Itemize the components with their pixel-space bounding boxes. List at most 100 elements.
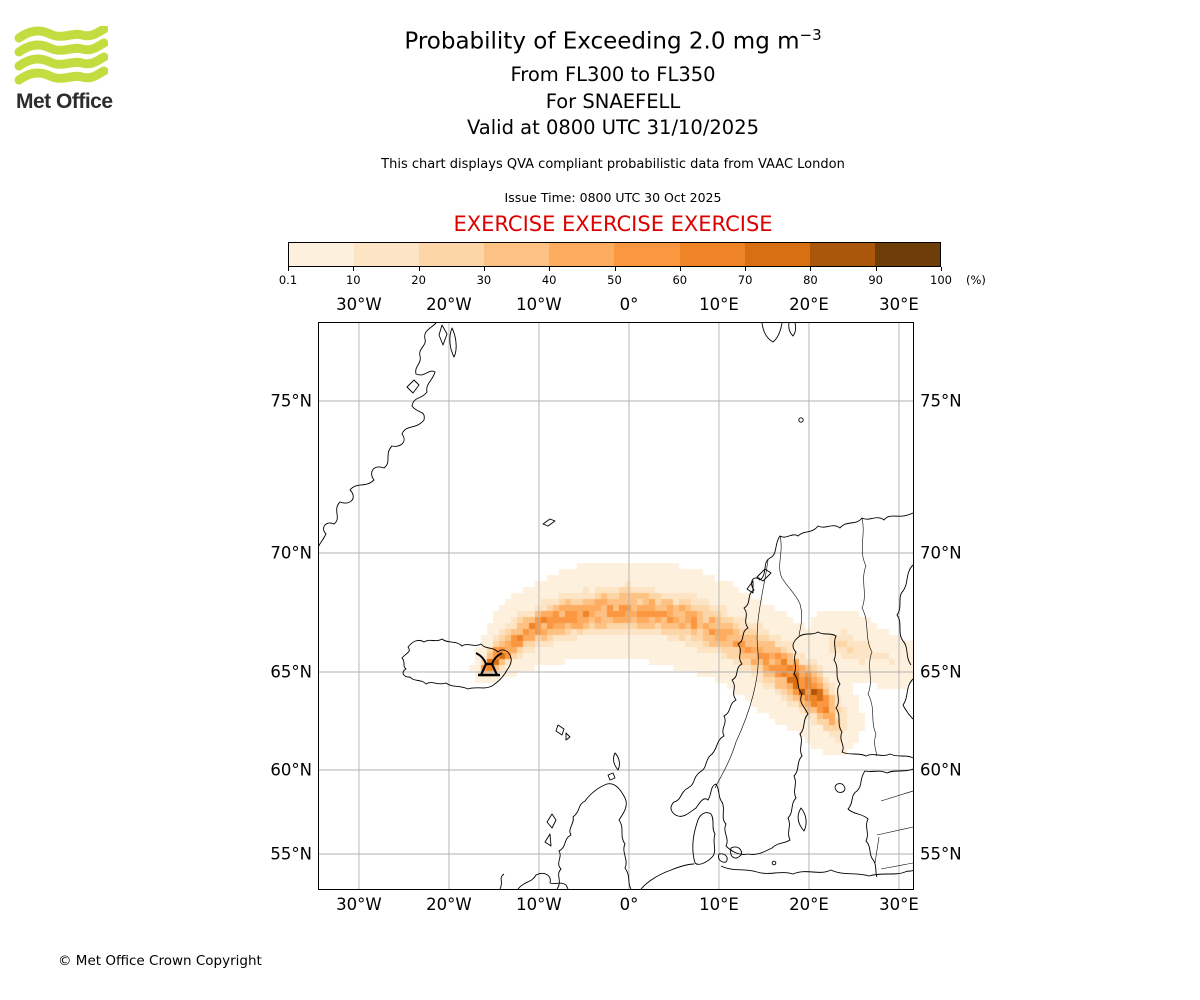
lon-label-bottom: 30°E bbox=[879, 895, 919, 914]
colorbar-segment bbox=[679, 243, 745, 266]
colorbar-segment bbox=[744, 243, 810, 266]
copyright: © Met Office Crown Copyright bbox=[58, 953, 262, 969]
border-baltics bbox=[874, 790, 913, 870]
colorbar-segment bbox=[289, 243, 355, 266]
colorbar-tick-label: 100 bbox=[930, 273, 952, 287]
lon-label-bottom: 20°W bbox=[426, 895, 472, 914]
colorbar-segment bbox=[484, 243, 550, 266]
colorbar-gradient bbox=[288, 242, 941, 267]
coast-north-sea bbox=[640, 863, 695, 889]
ash-probability-heatmap bbox=[319, 323, 913, 889]
colorbar-tick bbox=[745, 267, 747, 271]
lat-label-right: 70°N bbox=[920, 543, 962, 563]
colorbar-tick bbox=[418, 267, 420, 271]
coast-greenland-islands bbox=[406, 324, 457, 394]
colorbar-tick bbox=[614, 267, 616, 271]
met-office-logo: Met Office bbox=[14, 12, 124, 117]
colorbar-unit: (%) bbox=[966, 273, 986, 287]
coast-white-sea bbox=[896, 564, 913, 720]
map: 30°W 30°W 20°W 20°W 10°W 10°W 0° 0° 10°E 10°E 20°E… bbox=[270, 295, 961, 914]
coast-saaremaa bbox=[834, 783, 846, 793]
colorbar-tick bbox=[810, 267, 812, 271]
colorbar-tick-label: 80 bbox=[803, 273, 818, 287]
lon-label-top: 20°E bbox=[789, 295, 829, 314]
colorbar: 0.1 10 20 30 40 50 60 70 80 90 100 (%) bbox=[279, 242, 986, 287]
colorbar-tick bbox=[549, 267, 551, 271]
volcano-marker bbox=[475, 652, 503, 677]
border-finland-russia bbox=[861, 517, 877, 757]
lon-label-top: 0° bbox=[619, 295, 639, 314]
chart-title-text: Probability of Exceeding 2.0 mg m bbox=[404, 28, 800, 55]
colorbar-tick-label: 60 bbox=[672, 273, 688, 287]
coast-scandinavia bbox=[670, 512, 913, 855]
colorbar-tick bbox=[941, 267, 942, 271]
colorbar-tick bbox=[483, 267, 485, 271]
colorbar-tick-label: 20 bbox=[411, 273, 426, 287]
colorbar-segment bbox=[419, 243, 485, 266]
colorbar-tick-label: 50 bbox=[607, 273, 622, 287]
colorbar-tick-label: 0.1 bbox=[278, 273, 298, 287]
coast-jan-mayen bbox=[542, 518, 556, 527]
lat-label-right: 65°N bbox=[920, 662, 962, 682]
lon-label-top: 30°E bbox=[879, 295, 919, 314]
coast-hebrides bbox=[544, 813, 557, 847]
subtitle-volcano: For SNAEFELL bbox=[545, 89, 681, 113]
colorbar-tick bbox=[353, 267, 355, 271]
colorbar-segment bbox=[874, 243, 940, 266]
border-finland-west bbox=[779, 535, 803, 637]
coast-denmark bbox=[692, 812, 716, 865]
coast-greenland bbox=[319, 323, 437, 547]
graticule bbox=[319, 323, 913, 889]
colorbar-tick bbox=[679, 267, 681, 271]
lat-label-left: 70°N bbox=[270, 543, 312, 563]
coast-bornholm bbox=[771, 860, 777, 866]
lon-label-bottom: 20°E bbox=[789, 895, 829, 914]
coast-scotland bbox=[556, 783, 632, 889]
coast-faroes bbox=[555, 724, 571, 741]
coast-ireland bbox=[499, 872, 569, 889]
subtitle-flight-levels: From FL300 to FL350 bbox=[510, 63, 716, 86]
lat-label-left: 55°N bbox=[270, 844, 312, 864]
met-office-logo-text: Met Office bbox=[16, 90, 113, 113]
met-office-logo-waves bbox=[14, 26, 108, 85]
colorbar-tick bbox=[288, 267, 289, 271]
lon-label-top: 10°W bbox=[516, 295, 562, 314]
coast-baltic-states bbox=[847, 768, 913, 878]
coast-baltic-south bbox=[720, 865, 913, 877]
coast-gotland bbox=[797, 807, 807, 832]
lat-label-right: 75°N bbox=[920, 391, 962, 411]
colorbar-tick-label: 30 bbox=[476, 273, 492, 287]
chart-subtitles: From FL300 to FL350 For SNAEFELL Valid a… bbox=[13, 62, 1200, 142]
coast-svalbard bbox=[761, 323, 797, 343]
lon-label-top: 30°W bbox=[336, 295, 382, 314]
lat-label-left: 75°N bbox=[270, 391, 312, 411]
colorbar-segment bbox=[354, 243, 420, 266]
coastlines bbox=[319, 323, 913, 889]
lat-label-left: 65°N bbox=[270, 662, 312, 682]
exercise-banner: EXERCISE EXERCISE EXERCISE bbox=[453, 212, 773, 236]
coast-iceland bbox=[401, 638, 512, 690]
lon-label-bottom: 30°W bbox=[336, 895, 382, 914]
colorbar-segment bbox=[809, 243, 875, 266]
lon-label-bottom: 10°E bbox=[699, 895, 739, 914]
qva-note: This chart displays QVA compliant probab… bbox=[381, 157, 845, 172]
colorbar-tick-label: 70 bbox=[737, 273, 753, 287]
coast-bear-island bbox=[798, 417, 804, 423]
lon-label-top: 10°E bbox=[699, 295, 739, 314]
colorbar-tick-label: 90 bbox=[868, 273, 883, 287]
colorbar-tick-label: 40 bbox=[541, 273, 557, 287]
lon-label-top: 20°W bbox=[426, 295, 472, 314]
chart-title: Probability of Exceeding 2.0 mg m−3 bbox=[13, 26, 1200, 55]
issue-time: Issue Time: 0800 UTC 30 Oct 2025 bbox=[504, 190, 722, 205]
chart-title-exponent: −3 bbox=[799, 26, 822, 44]
country-borders bbox=[714, 517, 913, 870]
coast-shetland bbox=[613, 752, 620, 771]
border-norway-sweden bbox=[714, 559, 769, 789]
lat-label-left: 60°N bbox=[270, 760, 312, 780]
colorbar-tick-label: 10 bbox=[345, 273, 361, 287]
lon-label-bottom: 10°W bbox=[516, 895, 562, 914]
coast-orkney bbox=[607, 772, 616, 781]
colorbar-segment bbox=[614, 243, 680, 266]
subtitle-valid-time: Valid at 0800 UTC 31/10/2025 bbox=[466, 116, 760, 139]
